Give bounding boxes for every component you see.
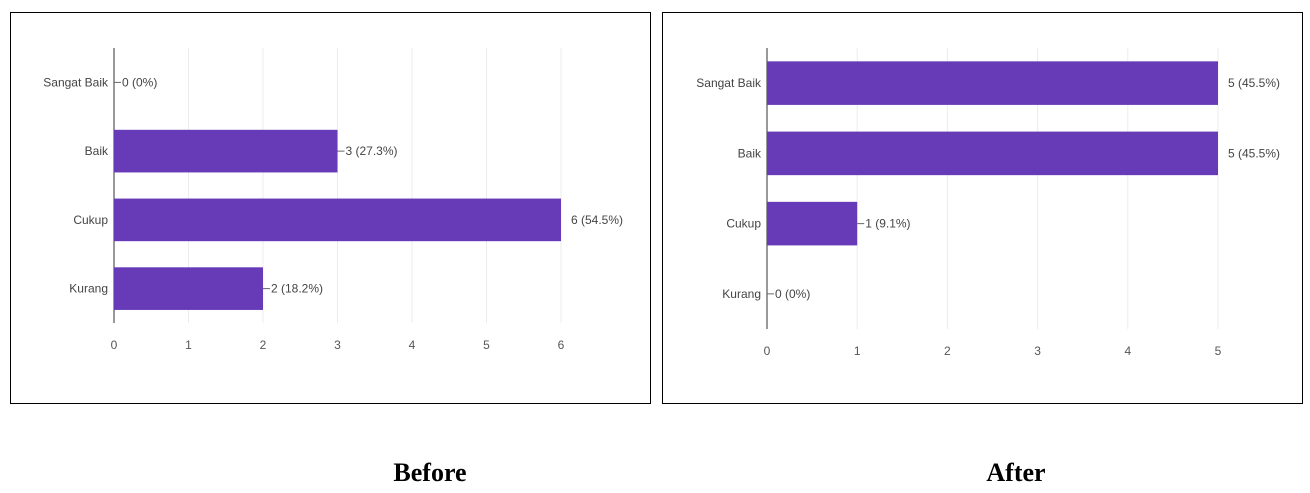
data-label: 3 (27.3%) (346, 144, 398, 158)
bar (114, 198, 561, 242)
chart-panel-before: 0 1 2 3 4 5 6 Sangat Baik 0 (0%) Baik 3 (27.3%) Cuk… (10, 12, 651, 404)
x-tick-label: 2 (260, 338, 267, 352)
category-label: Baik (85, 144, 109, 158)
x-tick-label: 0 (764, 344, 771, 358)
x-tick-label: 5 (483, 338, 490, 352)
category-label: Kurang (722, 287, 761, 301)
data-label: 0 (0%) (775, 287, 810, 301)
caption-before: Before (393, 458, 467, 487)
category-label: Sangat Baik (43, 75, 109, 89)
bar (767, 201, 858, 246)
data-label: 1 (9.1%) (865, 217, 910, 231)
x-tick-label: 2 (944, 344, 951, 358)
category-label: Cukup (726, 217, 761, 231)
x-tick-label: 1 (185, 338, 192, 352)
x-tick-label: 4 (409, 338, 416, 352)
x-tick-label: 1 (854, 344, 861, 358)
data-label: 5 (45.5%) (1228, 76, 1280, 90)
data-label: 5 (45.5%) (1228, 146, 1280, 160)
bar-chart-before: 0 1 2 3 4 5 6 Sangat Baik 0 (0%) Baik 3 (27.3%) Cuk… (43, 48, 623, 352)
bar (114, 267, 263, 310)
x-tick-label: 4 (1124, 344, 1131, 358)
data-label: 0 (0%) (122, 75, 157, 89)
bar (114, 129, 338, 173)
chart-panel-after: 0 1 2 3 4 5 Sangat Baik 5 (45.5%) Baik 5 (45.5%) C… (662, 12, 1303, 404)
data-label: 2 (18.2%) (271, 282, 323, 296)
bar-chart-after: 0 1 2 3 4 5 Sangat Baik 5 (45.5%) Baik 5 (45.5%) C… (696, 48, 1280, 358)
category-label: Kurang (69, 282, 108, 296)
caption-after: After (986, 458, 1046, 487)
x-tick-label: 0 (111, 338, 118, 352)
category-label: Sangat Baik (696, 76, 762, 90)
category-label: Baik (738, 146, 762, 160)
x-tick-label: 3 (1034, 344, 1041, 358)
data-label: 6 (54.5%) (571, 213, 623, 227)
bar (767, 61, 1218, 105)
x-tick-label: 6 (558, 338, 565, 352)
x-tick-label: 5 (1215, 344, 1222, 358)
bar (767, 131, 1218, 176)
x-tick-label: 3 (334, 338, 341, 352)
category-label: Cukup (73, 213, 108, 227)
